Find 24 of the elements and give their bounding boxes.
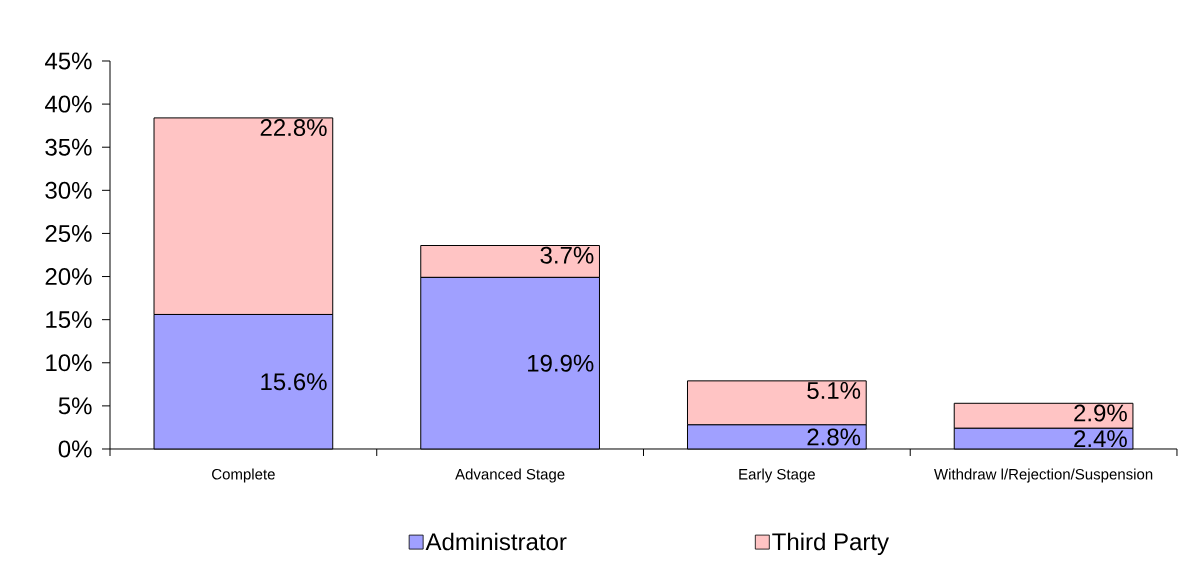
data-label: 2.8% bbox=[807, 428, 861, 446]
y-tick-label: 20% bbox=[45, 268, 92, 286]
data-label: 22.8% bbox=[260, 119, 327, 137]
y-tick-label: 30% bbox=[45, 181, 92, 199]
x-tick-label: Early Stage bbox=[739, 468, 815, 483]
x-tick-label: Withdraw l/Rejection/Suspension bbox=[934, 468, 1153, 483]
data-label: 5.1% bbox=[807, 382, 861, 399]
y-tick-label: 40% bbox=[44, 95, 92, 113]
x-tick-label: Complete bbox=[212, 468, 275, 483]
data-label: 15.6% bbox=[261, 373, 327, 391]
y-tick-label: 15% bbox=[46, 311, 92, 329]
legend-label: Administrator bbox=[425, 532, 567, 551]
y-tick-label: 5% bbox=[58, 397, 92, 415]
y-tick-label: 0% bbox=[58, 440, 92, 458]
data-label: 19.9% bbox=[528, 354, 594, 372]
x-tick-label: Advanced Stage bbox=[455, 468, 565, 483]
legend-label: Third Party bbox=[772, 532, 889, 556]
data-label: 3.7% bbox=[540, 246, 594, 264]
data-label: 2.9% bbox=[1074, 404, 1127, 422]
y-tick-label: 35% bbox=[45, 138, 92, 156]
data-label: 2.4% bbox=[1074, 430, 1127, 448]
y-tick-label: 25% bbox=[45, 224, 92, 242]
y-tick-label: 45% bbox=[44, 52, 92, 70]
y-tick-label: 10% bbox=[46, 354, 92, 372]
